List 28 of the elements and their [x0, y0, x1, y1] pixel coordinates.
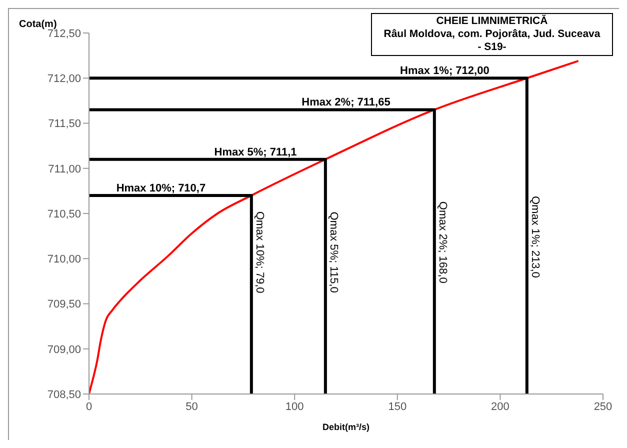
- x-tick-label: 150: [388, 400, 407, 413]
- y-tick-label: 709,00: [47, 344, 81, 356]
- x-tick-label: 250: [594, 400, 612, 413]
- x-tick-label: 100: [285, 400, 304, 413]
- annotation: - S19-: [476, 41, 508, 54]
- x-tick-label: 50: [186, 400, 198, 413]
- annotation: Qmax 5%; 115,0: [327, 212, 340, 293]
- annotation: Hmax 1%; 712,00: [400, 65, 490, 78]
- x-tick-label: 200: [491, 400, 510, 413]
- y-tick-label: 712,00: [47, 73, 81, 86]
- annotation: Qmax 10%; 79,0: [253, 211, 266, 294]
- y-axis-title: Cota(m): [19, 19, 57, 30]
- y-tick-label: 711,00: [48, 163, 81, 176]
- y-tick-label: 711,50: [48, 118, 81, 130]
- x-tick-label: 0: [86, 400, 92, 413]
- annotation: Hmax 5%; 711,1: [214, 146, 297, 158]
- y-tick-label: 712,50: [47, 28, 81, 40]
- chart-subtitle: Râul Moldova, com. Pojorâta, Jud. Suceava: [382, 28, 602, 41]
- y-tick-label: 710,50: [47, 208, 81, 220]
- annotation: Qmax 1%; 213,0: [528, 196, 541, 278]
- x-axis-title: Debit(m³/s): [322, 422, 370, 432]
- chart-title: CHEIE LIMNIMETRICĂ: [435, 15, 549, 28]
- y-tick-label: 708,50: [47, 388, 81, 401]
- y-tick-label: 710,00: [47, 254, 81, 266]
- annotation: Hmax 10%; 710,7: [116, 182, 206, 194]
- annotation: Hmax 2%; 711,65: [302, 96, 390, 109]
- annotation: Qmax 2%; 168,0: [436, 201, 448, 284]
- y-tick-label: 709,50: [47, 298, 81, 311]
